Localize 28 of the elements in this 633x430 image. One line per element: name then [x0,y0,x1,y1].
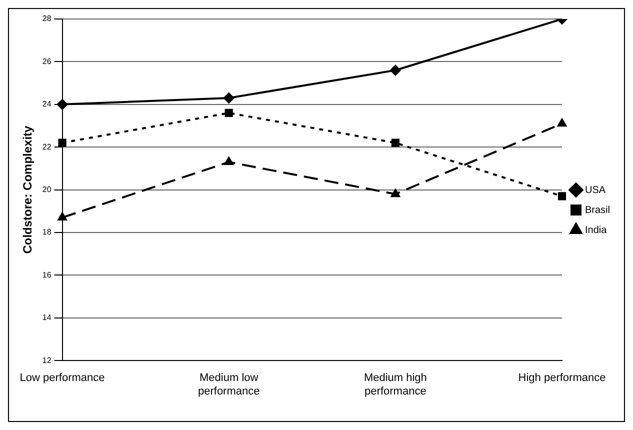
point [224,156,234,166]
x-tick-label: Medium high performance [364,372,427,398]
legend-label: USA [584,184,606,196]
y-tick-label: 24 [42,100,52,109]
x-tick-label: Low performance [20,372,105,384]
legend-label: Brasil [584,204,610,216]
point [391,138,400,147]
y-tick-label: 20 [42,185,52,194]
y-tick-label: 18 [42,228,52,237]
point [224,108,233,117]
x-tick-label: High performance [518,372,606,384]
point [557,118,567,127]
point [223,92,234,104]
x-tick-label: Medium low performance [198,372,260,398]
point [56,98,68,110]
y-tick-label: 12 [42,356,52,365]
y-tick-label: 22 [42,142,52,152]
y-tick-label: 26 [42,56,52,66]
point [390,64,401,76]
y-tick-label: 16 [42,270,52,280]
point [57,212,68,221]
legend-label: India [584,224,608,236]
y-axis-title: Coldstore: Complexity [20,125,35,254]
point [558,192,566,200]
y-tick-label: 28 [42,14,52,24]
point [58,138,66,147]
point [390,188,400,198]
y-tick-label: 14 [42,313,52,322]
